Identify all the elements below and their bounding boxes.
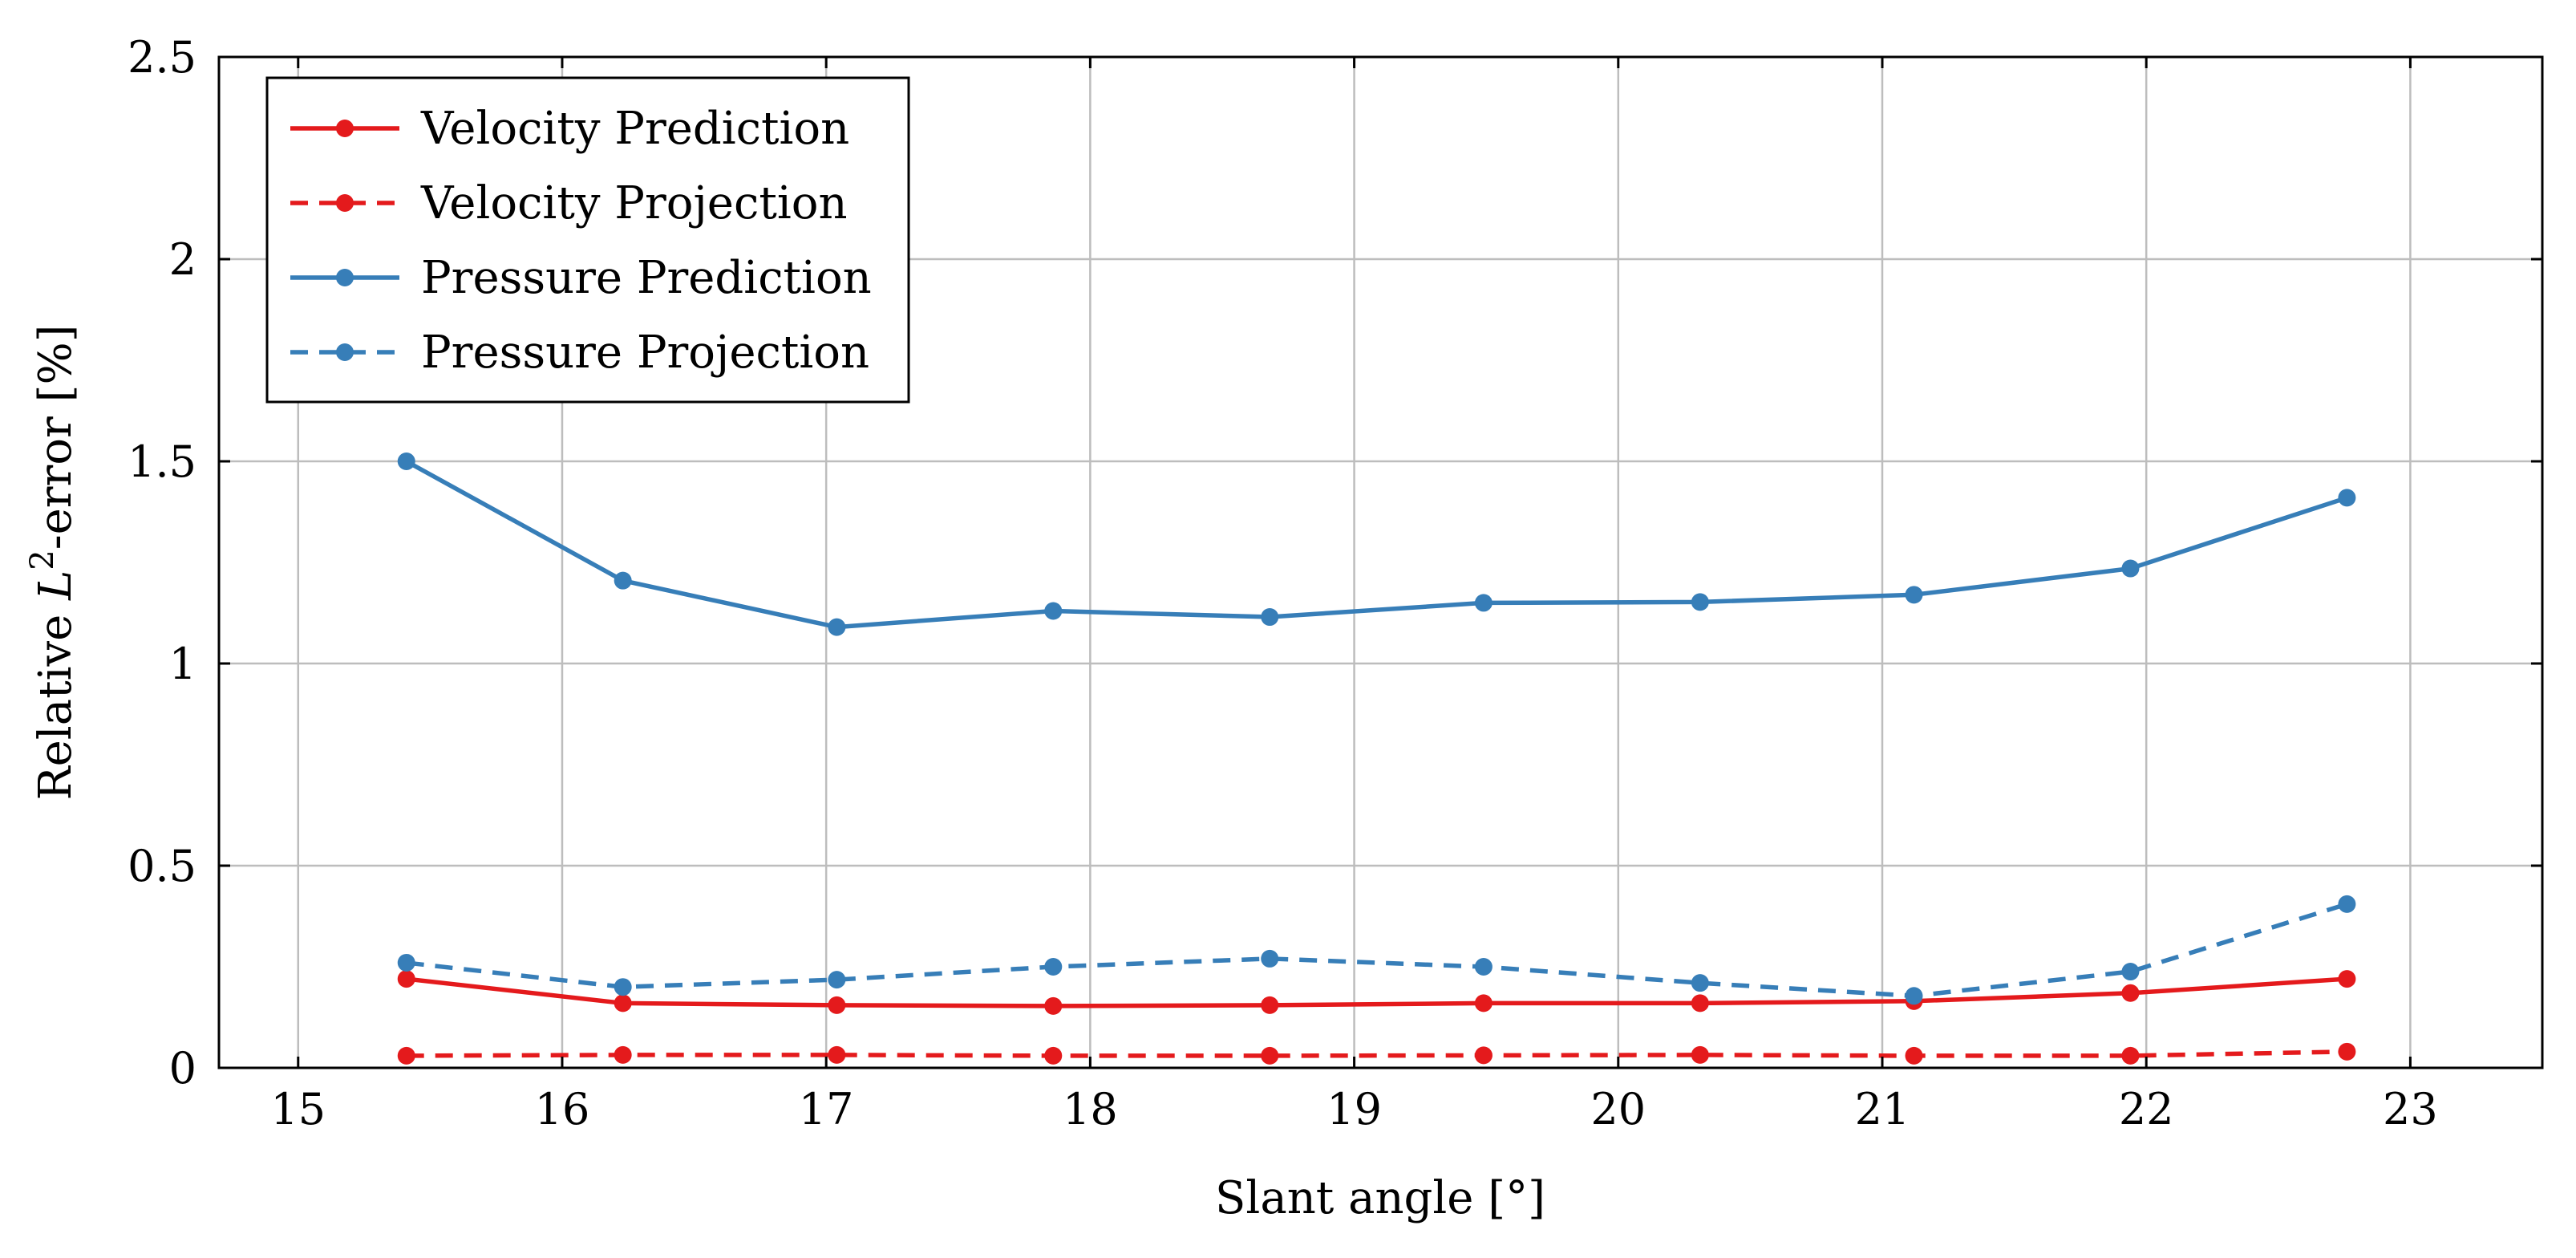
x-tick-label: 17 — [799, 1084, 854, 1134]
plot-frame — [217, 55, 2544, 1069]
legend-label: Velocity Projection — [420, 177, 848, 229]
data-point — [1474, 594, 1493, 612]
legend-swatch-marker — [336, 269, 354, 286]
data-point — [1474, 958, 1493, 976]
data-point — [2121, 963, 2140, 981]
y-axis-title-variable: L — [30, 570, 82, 601]
data-point — [1044, 602, 1063, 620]
y-tick-label: 2.5 — [128, 32, 196, 83]
data-point — [1474, 1046, 1493, 1065]
series-layer — [397, 452, 2356, 1065]
data-point — [2121, 1046, 2140, 1065]
y-tick-label: 1.5 — [128, 436, 196, 487]
data-point — [1044, 996, 1063, 1015]
data-point — [397, 970, 415, 988]
data-point — [1691, 593, 1709, 611]
y-tick-label: 1 — [169, 639, 196, 689]
legend-swatch-marker — [336, 194, 354, 212]
legend-box — [265, 76, 910, 404]
x-tick-label: 20 — [1590, 1084, 1646, 1134]
data-point — [1261, 996, 1279, 1014]
data-point — [2338, 1042, 2356, 1061]
data-point — [2338, 895, 2356, 913]
data-point — [1044, 1046, 1063, 1065]
data-point — [1044, 958, 1063, 976]
y-tick-label: 2 — [169, 234, 196, 285]
series-line-velocity-projection — [406, 1049, 2347, 1058]
x-tick-label: 23 — [2383, 1084, 2438, 1134]
legend-label: Pressure Prediction — [421, 252, 872, 304]
data-point — [2121, 559, 2140, 578]
x-tick-label: 22 — [2119, 1084, 2174, 1134]
legend-entry-velocity-projection: Velocity Projection — [290, 177, 848, 229]
legend-entry-pressure-prediction: Pressure Prediction — [290, 252, 872, 304]
series-pressure-prediction — [397, 452, 2356, 636]
data-point — [1905, 1046, 1923, 1065]
x-axis-ticks: 15 16 17 18 19 20 21 22 23 — [270, 57, 2438, 1134]
data-point — [2338, 970, 2356, 988]
data-point — [614, 1045, 632, 1064]
y-axis-title-suffix: -error [%] — [30, 324, 82, 550]
legend-entries: Velocity Prediction Velocity Projection Pr… — [290, 103, 872, 379]
data-point — [1691, 974, 1709, 992]
data-point — [1261, 1046, 1279, 1065]
data-point — [828, 618, 846, 636]
data-point — [397, 953, 415, 972]
x-tick-label: 19 — [1326, 1084, 1382, 1134]
legend-label: Velocity Prediction — [420, 103, 849, 155]
series-line-pressure-projection — [406, 902, 2348, 999]
data-point — [1691, 994, 1709, 1012]
x-tick-label: 18 — [1063, 1084, 1118, 1134]
y-axis-title-superscript: 2 — [24, 550, 61, 570]
series-line-pressure-prediction — [405, 459, 2348, 630]
data-point — [2338, 489, 2356, 507]
x-tick-label: 16 — [535, 1084, 590, 1134]
data-point — [1691, 1045, 1709, 1064]
data-point — [614, 571, 632, 590]
legend-entry-pressure-projection: Pressure Projection — [290, 327, 869, 379]
data-point — [828, 1045, 846, 1064]
legend-entry-velocity-prediction: Velocity Prediction — [290, 103, 849, 155]
data-point — [1261, 608, 1279, 627]
x-tick-label: 15 — [270, 1084, 326, 1134]
y-axis-title-prefix: Relative — [30, 600, 82, 801]
x-axis-title: Slant angle [°] — [1215, 1172, 1545, 1224]
series-pressure-projection — [397, 895, 2356, 1005]
data-point — [614, 994, 632, 1012]
legend-swatch-marker — [336, 343, 354, 361]
data-point — [828, 996, 846, 1014]
data-point — [397, 1046, 415, 1065]
data-point — [614, 978, 632, 996]
x-tick-label: 21 — [1855, 1084, 1910, 1134]
series-velocity-projection — [397, 1042, 2356, 1065]
data-point — [828, 971, 846, 989]
series-velocity-prediction — [397, 970, 2356, 1015]
y-tick-label: 0.5 — [128, 841, 196, 891]
data-point — [1474, 994, 1493, 1012]
legend-label: Pressure Projection — [421, 327, 869, 379]
y-axis-title: Relative L2-error [%] — [24, 324, 82, 800]
data-point — [1261, 949, 1279, 968]
y-tick-label: 0 — [169, 1043, 196, 1094]
legend-swatch-marker — [336, 120, 354, 137]
data-point — [397, 452, 415, 470]
y-axis-ticks: 0 0.5 1 1.5 2 2.5 — [128, 32, 2542, 1094]
data-point — [1905, 586, 1923, 604]
data-point — [2121, 984, 2140, 1002]
series-line-velocity-prediction — [406, 976, 2347, 1008]
legend: Velocity Prediction Velocity Projection Pr… — [265, 76, 910, 404]
data-point — [1905, 987, 1923, 1005]
